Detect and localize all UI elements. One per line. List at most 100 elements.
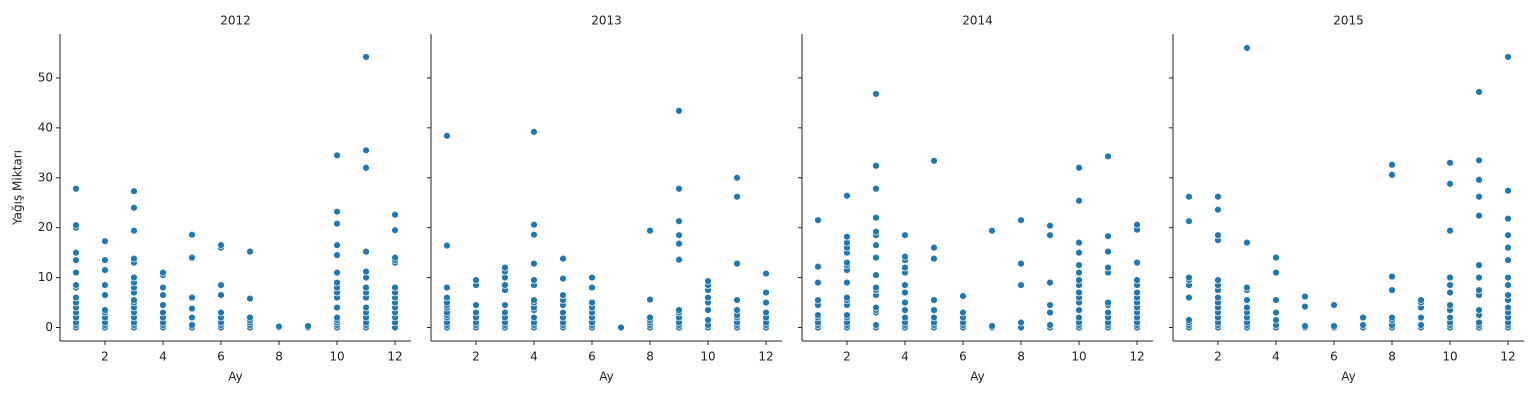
scatter-point: [443, 293, 451, 302]
scatter-point: [1185, 217, 1193, 225]
scatter-point: [1475, 88, 1483, 96]
x-tick-label: 4: [1272, 350, 1280, 364]
y-tick-label: 30: [38, 170, 53, 184]
scatter-point: [1446, 159, 1454, 167]
scatter-point: [1446, 288, 1454, 297]
scatter-point: [1272, 268, 1280, 277]
scatter-point: [362, 146, 370, 155]
scatter-point: [988, 322, 996, 330]
x-tick-label: 10: [1071, 350, 1086, 364]
scatter-point: [188, 313, 196, 322]
panel-title: 2012: [220, 14, 251, 28]
scatter-point: [1330, 322, 1338, 330]
x-tick-label: 8: [275, 350, 283, 364]
scatter-point: [1104, 263, 1112, 272]
scatter-point: [559, 308, 567, 317]
scatter-point: [1301, 302, 1309, 311]
x-tick-label: 6: [217, 350, 225, 364]
scatter-point: [1359, 321, 1367, 329]
x-axis-label: Ay: [599, 370, 614, 384]
scatter-point: [872, 185, 880, 193]
scatter-point: [1504, 291, 1512, 299]
scatter-point: [1185, 293, 1193, 302]
scatter-point: [762, 288, 770, 297]
y-tick-label: 10: [38, 270, 53, 284]
scatter-point: [1330, 301, 1338, 309]
scatter-point: [217, 241, 225, 249]
scatter-point: [646, 226, 654, 235]
scatter-point: [704, 277, 712, 285]
x-tick-label: 8: [1388, 350, 1396, 364]
scatter-point: [188, 230, 196, 239]
scatter-point: [1075, 238, 1083, 247]
scatter-point: [959, 308, 967, 317]
scatter-point: [675, 107, 683, 115]
scatter-point: [762, 308, 770, 317]
scatter-point: [72, 248, 80, 257]
x-tick-label: 6: [959, 350, 967, 364]
scatter-point: [588, 283, 596, 292]
facet-panel: 2013 2 4 6 8 10 12 Ay: [427, 14, 782, 384]
scatter-point: [1214, 193, 1222, 201]
x-tick-label: 10: [700, 350, 715, 364]
scatter-point: [872, 214, 880, 222]
scatter-point: [814, 278, 822, 287]
y-tick-label: 50: [38, 70, 53, 84]
scatter-point: [843, 293, 851, 302]
scatter-point: [1272, 296, 1280, 304]
x-tick-label: 6: [1330, 350, 1338, 364]
scatter-point: [391, 253, 399, 262]
scatter-point: [72, 268, 80, 277]
scatter-point: [1475, 318, 1483, 327]
scatter-point: [872, 303, 880, 312]
facet-panel: 2012 0 10 20 30 40 50 2 4 6 8 10 12 Ay Yağış Miktarı: [11, 14, 411, 384]
scatter-point: [159, 268, 167, 277]
scatter-point: [333, 208, 341, 216]
scatter-point: [72, 221, 80, 229]
scatter-point: [530, 230, 538, 239]
scatter-point: [559, 291, 567, 299]
y-tick-label: 0: [45, 320, 53, 334]
scatter-point: [188, 304, 196, 313]
scatter-point: [559, 254, 567, 263]
scatter-point: [1388, 286, 1396, 294]
scatter-point: [1075, 248, 1083, 257]
scatter-point: [901, 306, 909, 314]
scatter-point: [1214, 231, 1222, 239]
scatter-point: [1133, 258, 1141, 267]
scatter-point: [1446, 273, 1454, 282]
scatter-point: [675, 217, 683, 225]
scatter-point: [1104, 308, 1112, 317]
scatter-point: [530, 128, 538, 136]
scatter-point: [646, 295, 654, 304]
scatter-point: [843, 232, 851, 241]
scatter-point: [1475, 176, 1483, 184]
scatter-point: [391, 211, 399, 219]
scatter-point: [530, 296, 538, 304]
scatter-point: [130, 226, 138, 235]
scatter-point: [1133, 288, 1141, 297]
x-tick-label: 2: [101, 350, 109, 364]
scatter-point: [901, 313, 909, 322]
scatter-point: [872, 321, 880, 329]
scatter-point: [988, 226, 996, 235]
scatter-point: [130, 273, 138, 282]
scatter-point: [1214, 293, 1222, 302]
x-tick-label: 4: [159, 350, 167, 364]
scatter-point: [333, 268, 341, 277]
scatter-point: [930, 313, 938, 322]
scatter-point: [1075, 288, 1083, 297]
scatter-point: [362, 53, 370, 61]
x-tick-label: 2: [843, 350, 851, 364]
scatter-point: [217, 291, 225, 299]
scatter-point: [762, 298, 770, 307]
scatter-point: [1504, 303, 1512, 312]
scatter-point: [704, 306, 712, 314]
x-tick-label: 2: [1214, 350, 1222, 364]
scatter-point: [1046, 308, 1054, 317]
scatter-point: [1214, 276, 1222, 284]
scatter-point: [1446, 180, 1454, 188]
x-tick-label: 12: [1500, 350, 1515, 364]
scatter-point: [333, 303, 341, 312]
scatter-point: [1504, 273, 1512, 282]
